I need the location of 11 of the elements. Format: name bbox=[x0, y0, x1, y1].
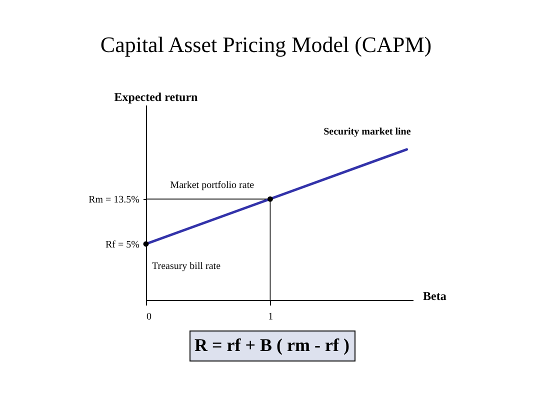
y-axis-title: Expected return bbox=[114, 90, 198, 104]
text: R = rf + B ( rm - rf ) bbox=[194, 335, 350, 355]
x-axis-title: Beta bbox=[423, 289, 446, 303]
annotation: Market portfolio rate bbox=[170, 180, 255, 192]
y-tick-label: Rf = 5% bbox=[106, 239, 140, 250]
y-tick-label: Rm = 13.5% bbox=[88, 194, 140, 206]
series-label: Security market line bbox=[324, 126, 412, 138]
x-tick-label: 0 bbox=[146, 312, 152, 322]
x-tick-label: 1 bbox=[268, 312, 274, 322]
chart-title: Capital Asset Pricing Model (CAPM) bbox=[100, 32, 432, 57]
annotation: Treasury bill rate bbox=[152, 260, 222, 272]
